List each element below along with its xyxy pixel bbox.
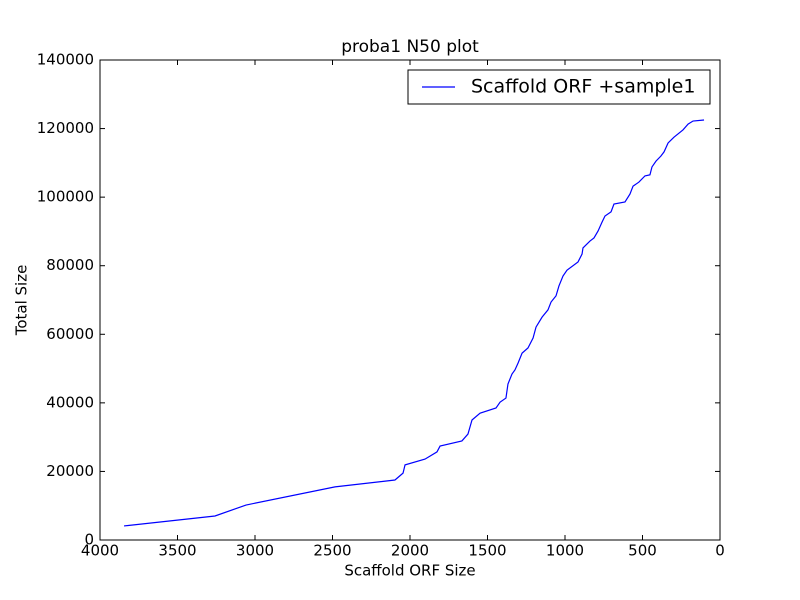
data-line <box>123 119 705 527</box>
plot-frame <box>99 59 721 541</box>
y-tick-label: 0 <box>84 531 94 549</box>
x-tick-label: 3500 <box>158 542 196 560</box>
x-axis-label: Scaffold ORF Size <box>344 562 475 580</box>
legend-box <box>407 69 711 105</box>
y-tick-label: 60000 <box>46 325 94 343</box>
x-tick-label: 500 <box>628 542 657 560</box>
y-tick-label: 80000 <box>46 256 94 274</box>
y-tick-label: 140000 <box>37 51 94 69</box>
y-axis-label: Total Size <box>13 265 31 337</box>
legend-label: Scaffold ORF +sample1 <box>471 76 695 98</box>
y-tick-label: 100000 <box>37 188 94 206</box>
y-tick-label: 40000 <box>46 393 94 411</box>
chart-title: proba1 N50 plot <box>341 37 479 57</box>
y-tick-label: 20000 <box>46 462 94 480</box>
x-tick-label: 1000 <box>546 542 584 560</box>
x-tick-label: 4000 <box>81 542 119 560</box>
x-tick-label: 2000 <box>391 542 429 560</box>
x-tick-label: 1500 <box>468 542 506 560</box>
x-tick-label: 3000 <box>236 542 274 560</box>
y-tick-label: 120000 <box>37 119 94 137</box>
x-tick-label: 0 <box>715 542 725 560</box>
x-tick-label: 2500 <box>313 542 351 560</box>
